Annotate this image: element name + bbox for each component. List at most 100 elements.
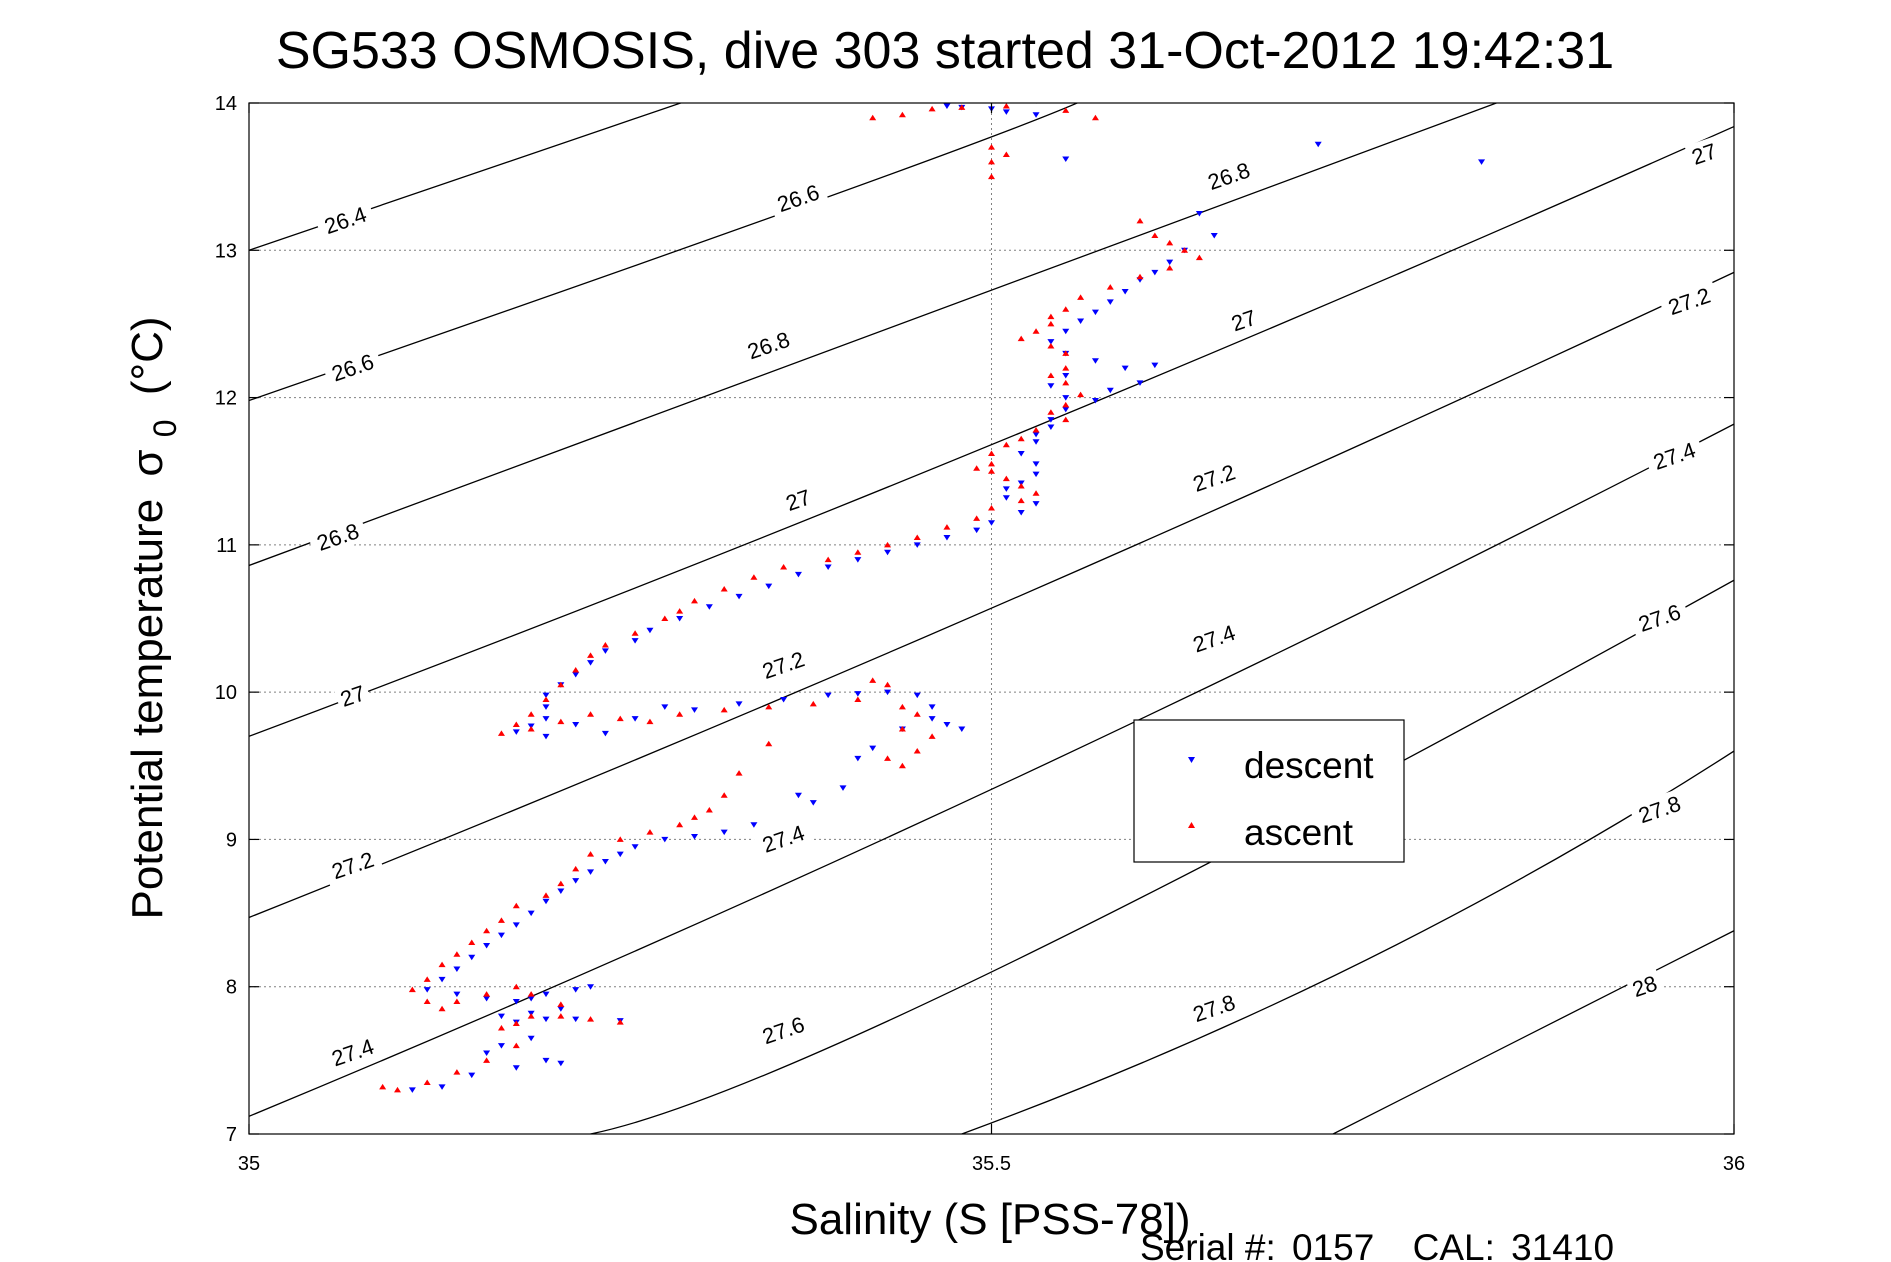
descent-point [928,716,936,722]
x-tick-label: 36 [1723,1153,1745,1175]
descent-point [1047,383,1055,389]
descent-point [572,987,580,993]
ascent-point [1106,284,1114,290]
descent-point [587,984,595,990]
descent-point [601,648,609,654]
ascent-point [557,1013,565,1019]
legend-descent-label: descent [1244,745,1374,786]
x-tick-label: 35.5 [972,1153,1011,1175]
ascent-point [483,1057,491,1063]
descent-point [527,1035,535,1042]
descent-point [1210,233,1218,239]
contour-label-bg [321,345,384,389]
ascent-point [913,534,921,540]
ascent-point [988,460,995,467]
legend: descent ascent [1133,719,1405,863]
ascent-point [483,927,491,934]
descent-point [1062,328,1070,335]
ascent-point [497,1024,505,1031]
descent-point [988,520,995,526]
descent-point [497,932,505,939]
ascent-point [557,880,565,887]
descent-point [1032,471,1040,478]
descent-point [824,692,832,699]
ascent-point [1091,114,1099,121]
y-axis-label-text: Potential temperature [123,499,172,920]
ascent-point [1047,372,1055,378]
contour-label-bg [752,1008,814,1052]
ascent-point [438,961,446,968]
y-axis-label-subscript: 0 [147,419,183,437]
descent-point [1047,339,1055,345]
ascent-point [691,814,698,820]
ascent-point [1017,482,1025,489]
y-axis-label: Potential temperature σ 0 (°C) [123,316,186,919]
descent-point [1136,380,1144,386]
contour-line-26.4 [249,103,683,251]
ascent-point [1062,416,1070,423]
ascent-point [1136,273,1144,280]
ascent-point [587,1016,595,1022]
grid-lines [249,103,1734,1134]
ascent-point [1032,490,1040,496]
descent-point [1002,109,1010,115]
descent-point [1151,362,1159,369]
contour-label: 26.8 [737,323,800,367]
contour-line-27.6 [590,579,1734,1134]
ascent-point [898,725,906,732]
density-contours [249,103,1734,1134]
descent-point [854,755,862,762]
ascent-point [453,998,461,1004]
y-tick-label: 7 [226,1124,237,1146]
ascent-point [1002,151,1010,158]
descent-point [542,1016,550,1023]
y-axis-ticks: 7 8 9 10 11 12 13 14 [215,93,1734,1146]
descent-point [1121,365,1129,372]
ascent-point [616,715,624,722]
contour-label: 27 [1684,136,1724,172]
ascent-point [1047,313,1055,320]
contour-label-bg [1684,136,1724,172]
descent-point [735,701,743,707]
ascent-point [587,851,595,857]
contour-label-bg [1628,596,1691,639]
contour-label-bg [321,1030,384,1074]
ascent-point [780,563,788,570]
descent-point [631,638,639,644]
descent-point [631,716,639,722]
ascent-point [1062,107,1070,113]
contour-line-26.8 [249,103,1497,567]
descent-point [438,976,446,983]
descent-point [913,542,921,548]
ascent-point [676,608,684,614]
ascent-point [572,667,580,673]
descent-point [1166,259,1174,266]
descent-point [542,898,550,905]
contour-label-bg [1628,787,1691,831]
ascent-point [1181,247,1189,253]
descent-point [809,800,817,806]
descent-point [483,1050,491,1056]
descent-point [1032,501,1040,507]
ascent-point [1151,232,1159,239]
descent-point [616,851,624,858]
ascent-point [765,703,773,710]
y-tick-label: 9 [226,829,237,851]
ascent-point [557,718,565,725]
descent-point [646,627,654,634]
contour-label-bg [1625,968,1664,1004]
descent-point [943,103,951,109]
descent-point [661,836,669,843]
descent-point [453,966,461,973]
descent-point [408,1087,416,1093]
ascent-point [527,1013,535,1019]
descent-point [483,995,491,1002]
descent-point [542,692,550,699]
descent-point [1314,141,1322,148]
descent-point [468,1072,476,1079]
ascent-point [676,821,684,828]
descent-point [1091,358,1099,364]
svg-text:Potential temperature σ: Potential temperature σ 0 (°C) [123,316,186,919]
ascent-point [735,770,743,776]
